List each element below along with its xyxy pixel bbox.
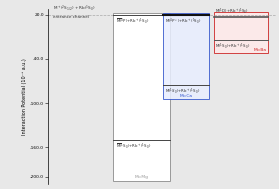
Bar bbox=[113, 13, 170, 181]
Text: M($^1$S$_0$)+Rb$^+$($^1$S$_0$): M($^1$S$_0$)+Rb$^+$($^1$S$_0$) bbox=[215, 42, 250, 51]
Text: M=Ba: M=Ba bbox=[254, 47, 267, 52]
Bar bbox=[213, 12, 268, 53]
Text: $\overline{\rm M}(^1S_0)$+Rb$^+$($^1$S$_0$): $\overline{\rm M}(^1S_0)$+Rb$^+$($^1$S$_… bbox=[116, 141, 151, 151]
Text: M($^1$D)+Rb$^+$($^1$S$_0$): M($^1$D)+Rb$^+$($^1$S$_0$) bbox=[215, 6, 249, 16]
Text: M=Ca: M=Ca bbox=[180, 94, 193, 98]
Y-axis label: Interaction Potential (10⁻³ a.u.): Interaction Potential (10⁻³ a.u.) bbox=[22, 58, 27, 135]
Text: M$^+$($^2$S$_{1/2}$) + Rb($^1$S$_0$): M$^+$($^2$S$_{1/2}$) + Rb($^1$S$_0$) bbox=[53, 4, 95, 13]
Text: entrance channel: entrance channel bbox=[53, 15, 89, 19]
Bar bbox=[163, 13, 209, 99]
Text: M($^4P^\circ$)+Rb$^+$($^1$S$_0$): M($^4P^\circ$)+Rb$^+$($^1$S$_0$) bbox=[165, 16, 201, 26]
Text: $\overline{\rm M}(^4P)$+Rb$^+$($^1$S$_0$): $\overline{\rm M}(^4P)$+Rb$^+$($^1$S$_0$… bbox=[116, 16, 149, 26]
Text: M($^1S_0$)+Rb$^+$($^1$S$_0$): M($^1S_0$)+Rb$^+$($^1$S$_0$) bbox=[165, 86, 200, 96]
Text: M=Mg: M=Mg bbox=[135, 175, 149, 179]
